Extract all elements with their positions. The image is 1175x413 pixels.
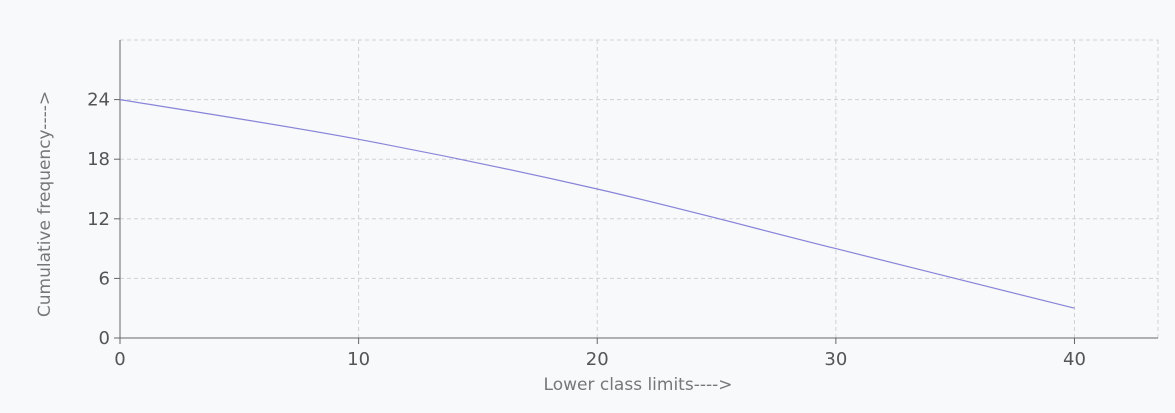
grid <box>120 39 1159 338</box>
y-tick-label: 24 <box>87 90 110 111</box>
x-tick-label: 40 <box>1063 349 1086 370</box>
x-tick-label: 0 <box>114 349 125 370</box>
y-tick-label: 0 <box>99 328 110 349</box>
series <box>119 99 1075 309</box>
y-tick-label: 18 <box>87 149 110 170</box>
x-axis-title: Lower class limits----> <box>544 375 733 395</box>
x-tick-label: 30 <box>824 349 847 370</box>
y-tick-label: 6 <box>99 268 110 289</box>
series-line-0 <box>119 99 1075 309</box>
y-axis-title: Cumulative frequency----> <box>35 91 55 317</box>
labels: Lower class limits----> Cumulative frequ… <box>35 91 732 395</box>
y-tick-label: 12 <box>87 209 110 230</box>
x-tick-label: 20 <box>586 349 609 370</box>
axes: 0 6 12 18 24 0 10 20 30 40 <box>87 40 1158 370</box>
x-tick-label: 10 <box>347 349 370 370</box>
